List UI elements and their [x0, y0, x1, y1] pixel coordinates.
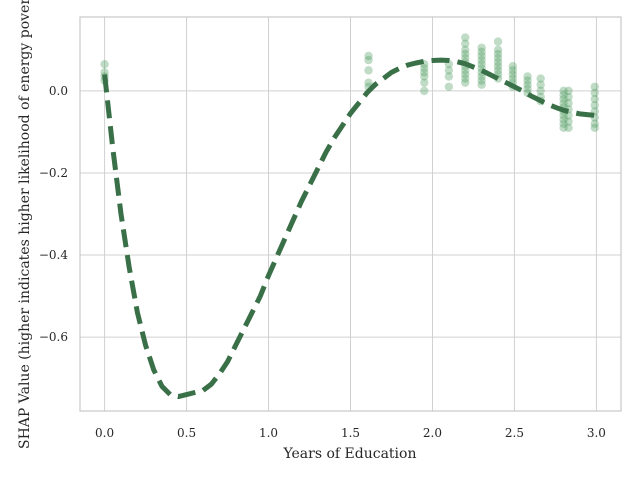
- scatter-point: [508, 62, 517, 71]
- scatter-point: [523, 84, 532, 94]
- scatter-point: [559, 119, 568, 128]
- scatter-point: [590, 101, 599, 110]
- grid-lines: [80, 17, 621, 411]
- scatter-point: [420, 72, 429, 81]
- scatter-point: [523, 76, 532, 85]
- scatter-point: [508, 66, 517, 75]
- x-tick-label: 2.0: [423, 426, 442, 440]
- scatter-point: [508, 70, 517, 79]
- scatter-point: [461, 45, 470, 55]
- trend-line: [102, 57, 597, 400]
- scatter-point: [559, 94, 568, 104]
- scatter-point: [590, 82, 599, 91]
- scatter-point: [444, 82, 454, 91]
- scatter-point: [461, 70, 470, 79]
- scatter-point: [420, 68, 429, 77]
- scatter-point: [559, 123, 568, 133]
- scatter-point: [477, 43, 486, 52]
- scatter-point: [364, 51, 373, 61]
- y-axis-label: SHAP Value (higher indicates higher like…: [17, 0, 33, 449]
- scatter-point: [444, 66, 454, 75]
- x-tick-label: 1.0: [259, 426, 278, 440]
- y-tick-label: −0.4: [39, 248, 69, 262]
- y-tick-label: −0.2: [39, 166, 68, 180]
- scatter-point: [536, 74, 545, 83]
- scatter-point: [461, 33, 470, 42]
- scatter-point: [477, 59, 486, 69]
- y-tick-label: 0.0: [49, 84, 68, 98]
- axes-frame: [79, 16, 622, 412]
- scatter-point: [461, 78, 470, 87]
- scatter-point: [444, 72, 454, 81]
- scatter-point: [420, 64, 429, 73]
- scatter-point: [364, 66, 373, 75]
- scatter-point: [564, 117, 573, 126]
- scatter-point: [590, 94, 599, 104]
- scatter-point: [493, 49, 503, 59]
- scatter-point: [493, 66, 503, 75]
- x-tick-label: 1.5: [341, 426, 360, 440]
- scatter-point: [536, 86, 545, 96]
- x-tick-label: 2.5: [505, 426, 524, 440]
- scatter-point: [564, 123, 573, 133]
- scatter-point: [590, 88, 599, 98]
- scatter-point: [493, 62, 503, 71]
- scatter-point: [477, 76, 486, 85]
- scatter-point: [477, 51, 486, 61]
- axes-border: [79, 16, 622, 412]
- scatter-point: [364, 78, 373, 87]
- x-axis-label: Years of Education: [283, 446, 417, 462]
- scatter-point: [477, 72, 486, 81]
- scatter-point: [461, 74, 470, 83]
- x-tick-label: 0.5: [177, 426, 196, 440]
- scatter-point: [559, 98, 568, 108]
- scatter-point: [590, 123, 599, 133]
- scatter-point: [536, 80, 545, 89]
- scatter-point: [590, 119, 599, 128]
- y-tick-label: −0.6: [39, 330, 68, 344]
- scatter-point: [461, 39, 470, 48]
- scatter-point: [564, 98, 573, 108]
- scatter-point: [420, 78, 429, 87]
- scatter-point: [508, 74, 517, 83]
- scatter-point: [559, 111, 568, 120]
- x-tick-labels: 0.0 0.5 1.0 1.5 2.0 2.5 3.0: [95, 426, 606, 440]
- scatter-point: [493, 37, 503, 46]
- scatter-point: [100, 59, 109, 69]
- scatter-point: [493, 53, 503, 63]
- scatter-point: [461, 66, 470, 75]
- scatter-point: [477, 55, 486, 65]
- scatter-point: [559, 90, 568, 100]
- x-tick-label: 0.0: [95, 426, 114, 440]
- scatter-point: [559, 86, 568, 96]
- scatter-point: [564, 86, 573, 96]
- y-tick-labels: 0.0 −0.2 −0.4 −0.6: [39, 84, 69, 344]
- scatter-point: [461, 49, 470, 59]
- scatter-point: [493, 45, 503, 55]
- scatter-points: [100, 33, 599, 133]
- scatter-point: [493, 57, 503, 67]
- scatter-point: [477, 80, 486, 89]
- scatter-point: [523, 72, 532, 81]
- scatter-point: [559, 115, 568, 124]
- scatter-point: [477, 47, 486, 57]
- scatter-point: [523, 80, 532, 89]
- scatter-point: [564, 92, 573, 102]
- x-tick-label: 3.0: [587, 426, 606, 440]
- scatter-point: [364, 55, 373, 65]
- scatter-point: [461, 53, 470, 63]
- scatter-point: [420, 86, 429, 96]
